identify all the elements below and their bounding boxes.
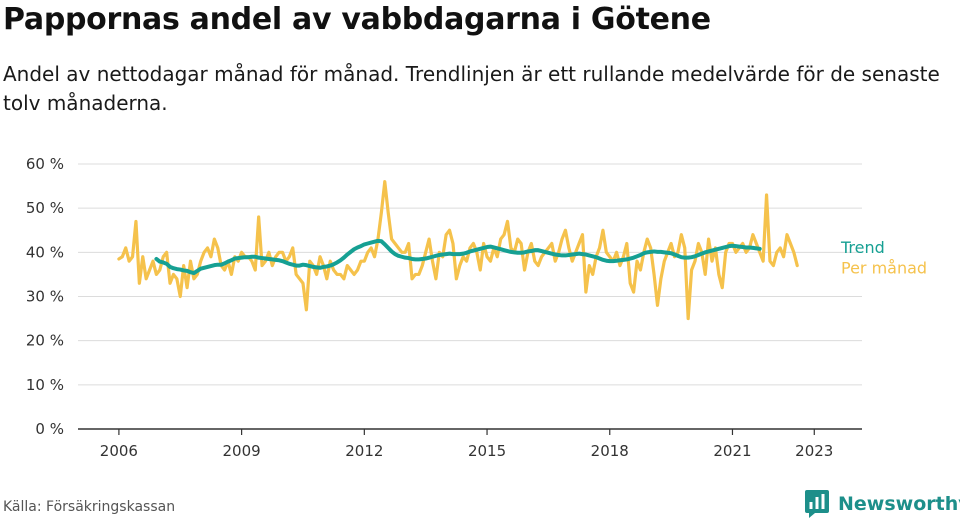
x-tick-label: 2015	[468, 442, 506, 460]
newsworthy-logo-icon	[805, 490, 829, 518]
y-tick-label: 60 %	[26, 155, 64, 173]
trend-series-line	[154, 238, 762, 276]
x-tick-label: 2023	[795, 442, 833, 460]
legend: Trend Per månad	[840, 238, 927, 278]
x-tick-label: 2012	[345, 442, 383, 460]
chart-subtitle: Andel av nettodagar månad för månad. Tre…	[3, 62, 940, 115]
monthly-series-line	[117, 180, 799, 321]
legend-label-trend: Trend	[840, 238, 885, 257]
newsworthy-logo[interactable]: Newsworthy	[804, 489, 960, 519]
y-tick-label: 30 %	[26, 288, 64, 306]
y-tick-label: 10 %	[26, 376, 64, 394]
x-tick-label: 2018	[591, 442, 629, 460]
x-tick-label: 2006	[100, 442, 138, 460]
series-lines	[117, 180, 799, 321]
y-tick-label: 40 %	[26, 243, 64, 261]
axes: 0 % 10 % 20 % 30 % 40 % 50 % 60 % 2006 2009 2012 2…	[26, 155, 862, 460]
source-note: Källa: Försäkringskassan	[3, 499, 176, 515]
chart-title: Pappornas andel av vabbdagarna i Götene	[3, 2, 711, 37]
y-tick-label: 0 %	[35, 420, 64, 438]
y-tick-label: 50 %	[26, 199, 64, 217]
y-tick-label: 20 %	[26, 332, 64, 350]
x-tick-label: 2021	[713, 442, 751, 460]
legend-label-monthly: Per månad	[841, 259, 927, 278]
x-tick-label: 2009	[223, 442, 261, 460]
newsworthy-logo-text: Newsworthy	[838, 493, 960, 515]
